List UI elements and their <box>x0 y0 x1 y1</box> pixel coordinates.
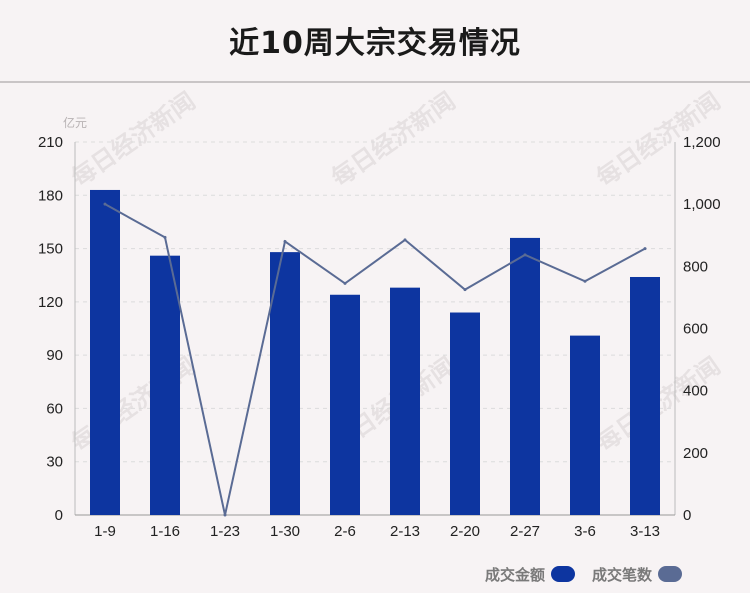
legend-item-count[interactable]: 成交笔数 <box>592 563 683 585</box>
y-tick-left: 90 <box>46 347 63 364</box>
line-point <box>403 238 407 242</box>
line-point <box>523 253 527 257</box>
legend-label-count: 成交笔数 <box>592 565 653 584</box>
chart-title: 近10周大宗交易情况 <box>229 26 521 61</box>
left-axis-unit: 亿元 <box>63 116 88 130</box>
x-tick-label: 3-13 <box>630 523 660 540</box>
bar <box>510 237 540 515</box>
bar <box>450 312 480 515</box>
y-tick-left: 180 <box>38 187 63 204</box>
bar <box>90 189 120 515</box>
y-tick-right: 1,000 <box>683 196 721 213</box>
legend-label-amount: 成交金额 <box>485 565 546 584</box>
y-tick-right: 200 <box>683 445 708 462</box>
bar <box>270 252 300 515</box>
legend-item-amount[interactable]: 成交金额 <box>485 563 576 585</box>
line-point <box>343 281 347 285</box>
bar <box>570 335 600 515</box>
bar <box>630 276 660 515</box>
legend-swatch-amount <box>551 566 576 582</box>
y-tick-left: 150 <box>38 241 63 258</box>
line-point <box>163 235 167 239</box>
line-point <box>463 288 467 292</box>
y-tick-left: 120 <box>38 294 63 311</box>
y-tick-right: 400 <box>683 383 708 400</box>
line-point <box>643 247 647 251</box>
title-divider <box>0 81 750 83</box>
x-tick-label: 1-16 <box>150 523 180 540</box>
line-point <box>103 202 107 206</box>
x-tick-label: 1-30 <box>270 523 300 540</box>
x-tick-label: 2-20 <box>450 523 480 540</box>
y-tick-right: 600 <box>683 321 708 338</box>
y-tick-left: 30 <box>46 454 63 471</box>
x-tick-label: 2-6 <box>334 523 356 540</box>
bar <box>330 294 360 515</box>
y-tick-right: 0 <box>683 507 691 524</box>
bar <box>390 287 420 515</box>
y-tick-left: 210 <box>38 134 63 151</box>
series-line-count <box>104 203 646 516</box>
y-tick-left: 60 <box>46 400 63 417</box>
x-tick-label: 1-23 <box>210 523 240 540</box>
bar <box>150 255 180 515</box>
x-tick-label: 2-13 <box>390 523 420 540</box>
y-tick-right: 1,200 <box>683 134 721 151</box>
line-point <box>583 279 587 283</box>
x-tick-label: 1-9 <box>94 523 116 540</box>
line-point <box>283 239 287 243</box>
x-tick-label: 2-27 <box>510 523 540 540</box>
x-tick-label: 3-6 <box>574 523 596 540</box>
legend-swatch-count <box>658 566 683 582</box>
line-point <box>223 513 227 517</box>
y-tick-right: 800 <box>683 258 708 275</box>
y-tick-left: 0 <box>55 507 63 524</box>
